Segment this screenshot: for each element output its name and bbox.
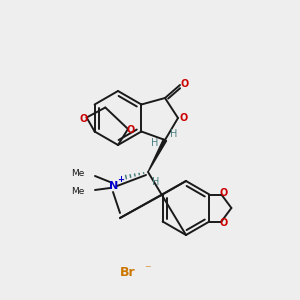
Text: O: O: [127, 125, 135, 135]
Text: H: H: [170, 129, 178, 139]
Text: H: H: [151, 138, 159, 148]
Text: O: O: [80, 113, 88, 124]
Polygon shape: [148, 139, 167, 172]
Text: Me: Me: [72, 169, 85, 178]
Text: O: O: [181, 79, 189, 89]
Text: N: N: [110, 181, 118, 191]
Text: O: O: [219, 218, 227, 227]
Text: O: O: [180, 113, 188, 123]
Text: ⁻: ⁻: [144, 263, 150, 277]
Text: Br: Br: [120, 266, 136, 278]
Text: O: O: [219, 188, 227, 199]
Text: +: +: [118, 175, 124, 184]
Text: Me: Me: [72, 187, 85, 196]
Text: H: H: [152, 177, 160, 187]
